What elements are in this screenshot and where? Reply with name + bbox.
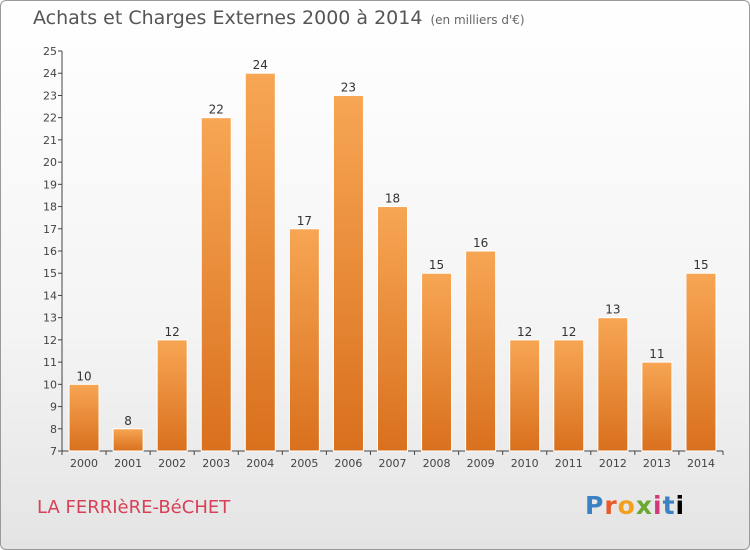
y-tick-label: 8 <box>50 423 57 436</box>
y-tick-label: 22 <box>43 112 57 125</box>
x-tick-label-2011: 2011 <box>555 457 583 470</box>
data-label-2008: 15 <box>429 258 444 272</box>
data-label-2011: 12 <box>561 325 576 339</box>
chart-subtitle: (en milliers d'€) <box>430 13 525 27</box>
bar-2010 <box>509 339 541 452</box>
data-label-2005: 17 <box>297 214 312 228</box>
x-ticks: 2000 2001 2002 2003 2004 2005 2006 2007 2008 2009… <box>61 451 724 470</box>
y-tick-label: 12 <box>43 334 57 347</box>
bar-2009 <box>465 250 497 452</box>
x-tick-label-2012: 2012 <box>599 457 627 470</box>
y-tick-label: 16 <box>43 245 57 258</box>
data-label-2000: 10 <box>76 369 91 383</box>
data-label-2004: 24 <box>253 58 268 72</box>
y-tick-label: 25 <box>43 45 57 58</box>
x-tick-label-2004: 2004 <box>246 457 274 470</box>
bar-2001 <box>112 428 144 452</box>
bar-2008 <box>421 272 453 452</box>
data-label-2009: 16 <box>473 236 488 250</box>
bars: 10 8 12 22 24 17 23 18 15 16 12 12 13 11 15 <box>68 58 717 452</box>
y-ticks: 7 8 9 10 11 12 13 14 15 16 17 18 19 20 21 22 23 24 25 <box>43 45 62 458</box>
y-tick-label: 9 <box>50 401 57 414</box>
bar-2000 <box>68 383 100 452</box>
data-label-2006: 23 <box>341 80 356 94</box>
bar-2011 <box>553 339 585 452</box>
data-label-2014: 15 <box>693 258 708 272</box>
bar-2007 <box>377 206 408 452</box>
bar-2002 <box>156 339 188 452</box>
y-tick-label: 7 <box>50 445 57 458</box>
x-tick-label-2003: 2003 <box>202 457 230 470</box>
x-tick-label-2010: 2010 <box>511 457 539 470</box>
data-label-2003: 22 <box>209 103 224 117</box>
chart-title-text: Achats et Charges Externes 2000 à 2014 <box>33 7 423 29</box>
x-tick-label-2005: 2005 <box>290 457 318 470</box>
y-tick-label: 20 <box>43 156 57 169</box>
chart-title: Achats et Charges Externes 2000 à 2014 (e… <box>33 7 525 29</box>
x-tick-label-2014: 2014 <box>687 457 715 470</box>
y-tick-label: 19 <box>43 178 57 191</box>
y-tick-label: 23 <box>43 89 57 102</box>
y-tick-label: 13 <box>43 312 57 325</box>
bar-2006 <box>332 94 364 452</box>
y-tick-label: 18 <box>43 201 57 214</box>
place-name: LA FERRIèRE-BéCHET <box>37 497 231 518</box>
bar-2012 <box>597 317 629 452</box>
bar-2003 <box>200 117 232 452</box>
y-tick-label: 17 <box>43 223 57 236</box>
data-label-2013: 11 <box>649 347 664 361</box>
y-tick-label: 10 <box>43 378 57 391</box>
y-tick-label: 14 <box>43 289 57 302</box>
data-label-2001: 8 <box>124 414 132 428</box>
bar-2013 <box>641 361 673 452</box>
y-tick-label: 11 <box>43 356 57 369</box>
y-tick-label: 24 <box>43 67 57 80</box>
x-tick-label-2000: 2000 <box>70 457 98 470</box>
bar-2004 <box>244 72 276 452</box>
x-tick-label-2006: 2006 <box>334 457 362 470</box>
bar-2005 <box>288 228 320 452</box>
x-tick-label-2002: 2002 <box>158 457 186 470</box>
y-tick-label: 15 <box>43 267 57 280</box>
data-label-2012: 13 <box>605 303 620 317</box>
x-tick-label-2001: 2001 <box>114 457 142 470</box>
data-label-2007: 18 <box>385 192 400 206</box>
x-tick-label-2013: 2013 <box>643 457 671 470</box>
data-label-2002: 12 <box>165 325 180 339</box>
y-tick-label: 21 <box>43 134 57 147</box>
bar-2014 <box>685 272 717 452</box>
data-label-2010: 12 <box>517 325 532 339</box>
x-tick-label-2007: 2007 <box>379 457 407 470</box>
proxiti-logo[interactable]: Proxiti <box>585 491 686 520</box>
x-tick-label-2009: 2009 <box>467 457 495 470</box>
x-tick-label-2008: 2008 <box>423 457 451 470</box>
